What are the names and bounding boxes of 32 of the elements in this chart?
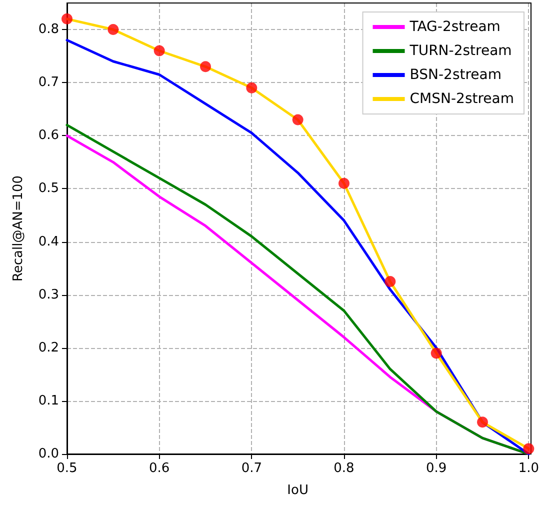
x-tick-label: 1.0 [518, 461, 540, 476]
point [246, 82, 258, 94]
legend-label: BSN-2stream [410, 67, 502, 83]
y-tick-label: 0.1 [38, 393, 59, 408]
point [384, 276, 396, 288]
point [200, 61, 211, 72]
point [338, 178, 350, 189]
point [108, 24, 119, 36]
point [292, 114, 304, 126]
x-tick-label: 0.8 [334, 461, 354, 476]
legend-label: CMSN-2stream [410, 91, 514, 107]
y-tick-label: 0.3 [38, 287, 59, 302]
y-tick-label: 0.5 [38, 181, 59, 196]
point [62, 13, 72, 24]
legend-label: TURN-2stream [408, 43, 512, 59]
legend-label: TAG-2stream [408, 19, 500, 35]
x-axis-title: IoU [287, 483, 308, 498]
point [477, 416, 488, 428]
y-tick-label: 0.7 [38, 75, 59, 90]
y-tick-label: 0.2 [38, 340, 59, 356]
x-tick-label: 0.5 [56, 461, 78, 476]
point [430, 348, 442, 359]
point [523, 443, 534, 454]
y-axis-title: Recall@AN=100 [11, 175, 26, 282]
y-tick-label: 0.0 [38, 446, 59, 462]
y-tick-label: 0.8 [38, 22, 59, 38]
y-tick-label: 0.4 [38, 234, 59, 250]
x-tick-label: 0.7 [241, 461, 262, 476]
x-tick-label: 0.9 [426, 461, 447, 476]
point [154, 45, 165, 56]
y-tick-label: 0.6 [38, 128, 59, 144]
x-tick-label: 0.6 [148, 461, 170, 476]
